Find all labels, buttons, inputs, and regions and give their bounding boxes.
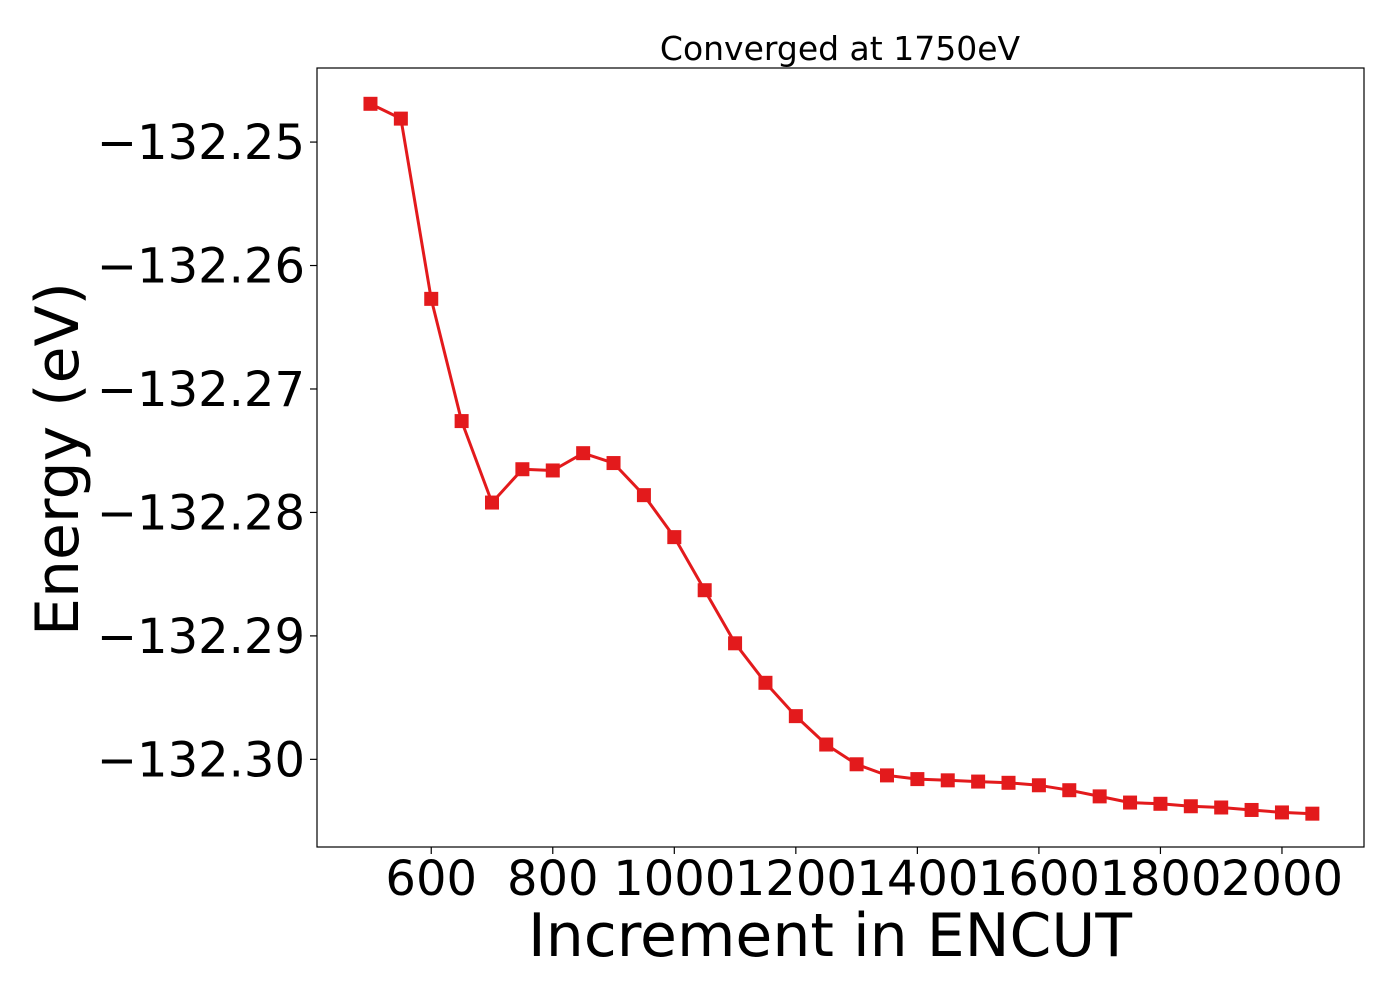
data-point <box>606 456 621 471</box>
data-point <box>1001 775 1016 790</box>
x-tick-label: 600 <box>385 851 477 907</box>
y-tick-label: −132.28 <box>97 485 305 541</box>
data-point <box>758 675 773 690</box>
data-point <box>424 291 439 306</box>
data-point <box>940 773 955 788</box>
y-tick-label: −132.25 <box>97 115 305 171</box>
data-point <box>910 772 925 787</box>
data-point <box>788 709 803 724</box>
chart-title: Converged at 1750eV <box>660 29 1021 68</box>
data-point <box>363 96 378 111</box>
data-point <box>849 757 864 772</box>
data-point <box>515 462 530 477</box>
series-layer <box>363 96 1320 821</box>
data-point <box>1123 795 1138 810</box>
data-point <box>697 583 712 598</box>
data-point <box>1062 783 1077 798</box>
data-point <box>1183 799 1198 814</box>
y-tick-label: −132.26 <box>97 239 305 295</box>
data-point <box>636 488 651 503</box>
data-point <box>1244 802 1259 817</box>
x-tick-label: 2000 <box>1221 851 1343 907</box>
x-tick-label: 1400 <box>856 851 978 907</box>
x-tick-label: 1200 <box>735 851 857 907</box>
y-tick-label: −132.29 <box>97 609 305 665</box>
data-point <box>454 414 469 429</box>
data-point <box>1031 778 1046 793</box>
x-tick-label: 1800 <box>1099 851 1221 907</box>
data-point <box>485 495 500 510</box>
data-point <box>576 446 591 461</box>
x-tick-label: 1000 <box>613 851 735 907</box>
x-tick-label: 800 <box>507 851 599 907</box>
data-point <box>1092 789 1107 804</box>
data-point <box>545 463 560 478</box>
x-tick-label: 1600 <box>978 851 1100 907</box>
data-point <box>393 111 408 126</box>
x-axis-label: Increment in ENCUT <box>528 901 1132 971</box>
data-point <box>971 774 986 789</box>
y-tick-label: −132.30 <box>97 732 305 788</box>
y-axis-ticks: −132.25 −132.26 −132.27 −132.28 −132.29 −132.… <box>97 115 317 788</box>
y-tick-label: −132.27 <box>97 362 305 418</box>
plot-frame <box>316 67 1365 848</box>
data-point <box>819 737 834 752</box>
data-point <box>728 636 743 651</box>
data-point <box>1274 805 1289 820</box>
plot-area <box>316 67 1365 848</box>
data-point <box>1153 796 1168 811</box>
x-axis-ticks: 600 800 1000 1200 1400 1600 1800 2000 <box>385 847 1343 907</box>
data-point <box>1305 806 1320 821</box>
data-point <box>667 530 682 545</box>
y-axis-label: Energy (eV) <box>23 282 93 636</box>
data-point <box>879 768 894 783</box>
data-point <box>1214 800 1229 815</box>
